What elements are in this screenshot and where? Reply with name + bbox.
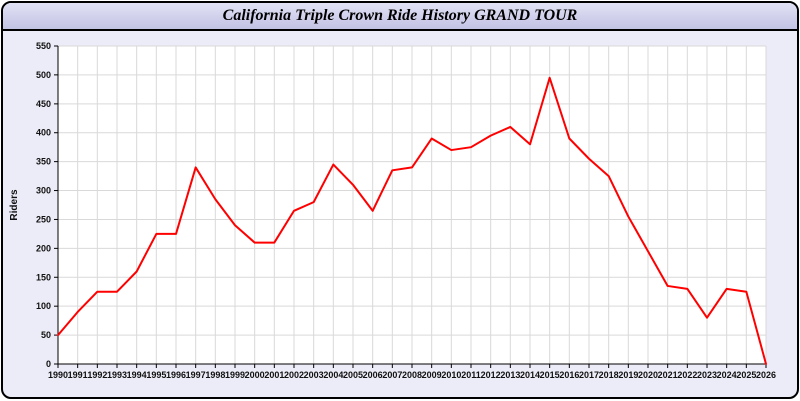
x-tick-label: 1999 (225, 370, 245, 380)
x-tick-label: 1990 (48, 370, 68, 380)
y-tick-label: 450 (36, 99, 51, 109)
x-tick-label: 2007 (382, 370, 402, 380)
x-tick-label: 2021 (658, 370, 678, 380)
y-tick-label: 250 (36, 214, 51, 224)
x-tick-label: 1998 (205, 370, 225, 380)
x-tick-label: 2013 (500, 370, 520, 380)
x-tick-label: 2012 (481, 370, 501, 380)
x-tick-label: 2010 (441, 370, 461, 380)
x-tick-label: 1995 (146, 370, 166, 380)
x-tick-label: 2017 (579, 370, 599, 380)
x-tick-label: 2005 (343, 370, 363, 380)
x-tick-label: 2019 (618, 370, 638, 380)
x-tick-label: 2006 (363, 370, 383, 380)
y-tick-label: 150 (36, 272, 51, 282)
chart-title: California Triple Crown Ride History GRA… (222, 7, 578, 24)
y-tick-label: 400 (36, 128, 51, 138)
x-tick-label: 1996 (166, 370, 186, 380)
x-tick-label: 2016 (559, 370, 579, 380)
x-tick-label: 2023 (697, 370, 717, 380)
y-tick-label: 50 (41, 330, 51, 340)
y-axis-title: Riders (9, 189, 20, 221)
y-tick-label: 100 (36, 301, 51, 311)
riders-series-line (57, 76, 767, 365)
y-tick-label: 350 (36, 157, 51, 167)
x-tick-label: 2011 (461, 370, 481, 380)
chart-title-bar: California Triple Crown Ride History GRA… (3, 3, 797, 31)
x-tick-label: 2002 (284, 370, 304, 380)
x-tick-label: 2001 (264, 370, 284, 380)
x-tick-label: 2022 (677, 370, 697, 380)
chart-area: 0 50 100 150 200 250 300 350 400 450 500 550 1990 199… (3, 31, 797, 397)
x-tick-label: 1997 (186, 370, 206, 380)
x-tick-label: 2015 (540, 370, 560, 380)
y-tick-label: 500 (36, 70, 51, 80)
x-tick-label: 2014 (520, 370, 540, 380)
x-tick-label: 1994 (127, 370, 147, 380)
x-tick-label: 2004 (323, 370, 343, 380)
x-tick-label: 2025 (736, 370, 756, 380)
x-tick-label: 1992 (87, 370, 107, 380)
x-tick-label: 2018 (599, 370, 619, 380)
x-tick-label: 2020 (638, 370, 658, 380)
x-tick-label: 1991 (68, 370, 88, 380)
x-tick-label: 2026 (756, 370, 776, 380)
y-tick-label: 0 (46, 359, 51, 369)
y-tick-label: 550 (36, 41, 51, 51)
x-tick-label: 2008 (402, 370, 422, 380)
x-tick-label: 2000 (245, 370, 265, 380)
x-tick-label: 1993 (107, 370, 127, 380)
y-tick-label: 300 (36, 186, 51, 196)
x-tick-label: 2003 (304, 370, 324, 380)
y-tick-label: 200 (36, 243, 51, 253)
x-tick-label: 2024 (717, 370, 737, 380)
x-tick-label: 2009 (422, 370, 442, 380)
